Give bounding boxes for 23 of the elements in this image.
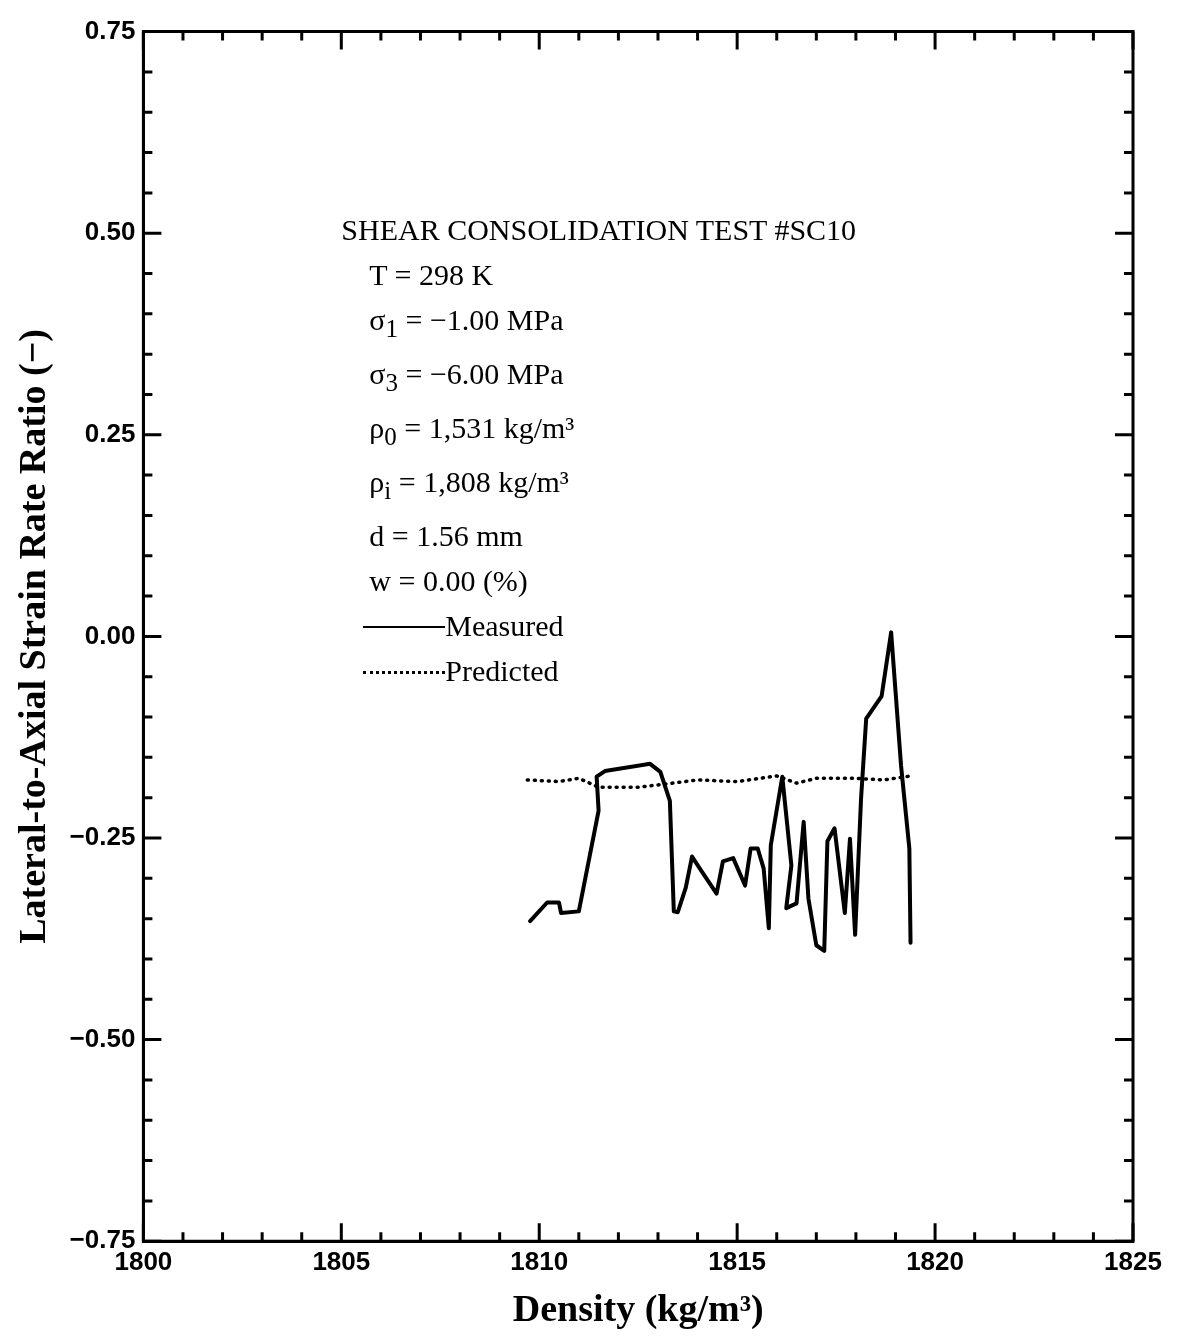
y-axis-title: Lateral-to-Axial Strain Rate Ratio (−) <box>10 329 54 944</box>
x-tick-label: 1810 <box>510 1245 569 1276</box>
x-tick-label: 1825 <box>1104 1245 1162 1276</box>
y-tick-label: 0.00 <box>84 619 136 650</box>
annotation: σ$_{3}$ = −6.00 MPa <box>368 356 565 398</box>
annotation: ρ$_{i}$ = 1,808 kg/m³ <box>368 464 570 506</box>
legend-label: Predicted <box>445 653 559 689</box>
y-tick-label: 0.50 <box>84 216 136 247</box>
x-tick-label: 1820 <box>906 1245 964 1276</box>
annotation: w = 0.00 (%) <box>368 563 529 599</box>
annotation: d = 1.56 mm <box>368 518 524 554</box>
y-tick-label: 0.75 <box>84 14 136 45</box>
y-tick-label: −0.50 <box>69 1022 136 1053</box>
x-tick-label: 1805 <box>312 1245 371 1276</box>
legend-label: Measured <box>445 608 564 644</box>
x-tick-label: 1815 <box>708 1245 767 1276</box>
annotation: σ$_{1}$ = −1.00 MPa <box>368 302 565 344</box>
x-axis-title: Density (kg/m³) <box>512 1287 764 1331</box>
annotation: ρ$_{0}$ = 1,531 kg/m³ <box>368 410 576 452</box>
y-tick-label: 0.25 <box>84 417 136 448</box>
y-tick-label: −0.25 <box>69 821 136 852</box>
annotation: SHEAR CONSOLIDATION TEST #SC10 <box>341 212 857 248</box>
annotation: T = 298 K <box>368 257 495 293</box>
